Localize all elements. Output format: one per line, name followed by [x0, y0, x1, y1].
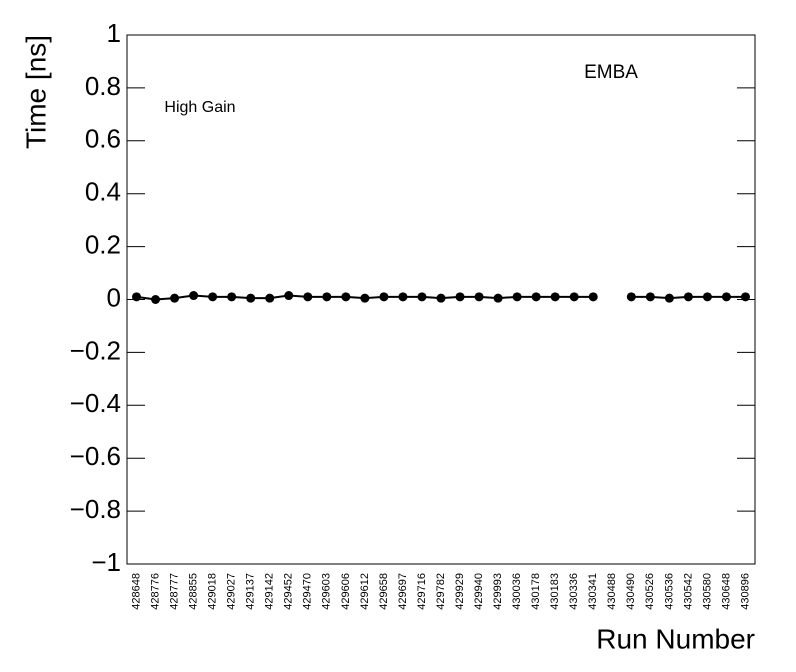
- y-tick-label: 0.4: [85, 177, 121, 207]
- data-point: [322, 292, 332, 302]
- y-axis-label: Time [ns]: [20, 35, 51, 149]
- x-tick-label: 429716: [416, 573, 428, 610]
- y-tick-label: −0.2: [70, 335, 121, 365]
- x-tick-label: 428855: [188, 573, 200, 610]
- data-point: [227, 292, 237, 302]
- x-tick-label: 430336: [568, 573, 580, 610]
- data-point: [265, 293, 275, 303]
- x-tick-label: 429606: [340, 573, 352, 610]
- x-tick-label: 430580: [701, 573, 713, 610]
- x-tick-label: 430896: [739, 573, 751, 610]
- y-tick-label: −0.4: [70, 388, 121, 418]
- data-point: [341, 292, 351, 302]
- x-tick-label: 428777: [168, 573, 180, 610]
- x-tick-label: 429452: [283, 573, 295, 610]
- data-point: [455, 292, 465, 302]
- x-tick-label: 429603: [321, 573, 333, 610]
- x-tick-label: 430178: [530, 573, 542, 610]
- x-tick-label: 429027: [226, 573, 238, 610]
- x-tick-label: 430488: [606, 573, 618, 610]
- y-tick-label: 0.8: [85, 71, 121, 101]
- data-point: [626, 292, 636, 302]
- x-tick-label: 430036: [511, 573, 523, 610]
- data-point: [379, 292, 389, 302]
- data-point: [208, 292, 218, 302]
- data-point: [303, 292, 313, 302]
- y-tick-label: 0: [107, 282, 121, 312]
- x-tick-label: 429782: [435, 573, 447, 610]
- data-point: [664, 293, 674, 303]
- data-point: [417, 292, 427, 302]
- x-tick-label: 429940: [473, 573, 485, 610]
- data-point: [645, 292, 655, 302]
- data-point: [588, 292, 598, 302]
- data-point: [702, 292, 712, 302]
- y-tick-label: 0.6: [85, 124, 121, 154]
- data-point: [284, 291, 294, 301]
- data-point: [246, 293, 256, 303]
- annotation: EMBA: [584, 62, 638, 83]
- x-tick-label: 429137: [245, 573, 257, 610]
- data-point: [189, 291, 199, 301]
- data-point: [436, 293, 446, 303]
- y-tick-label: −1: [91, 547, 121, 577]
- data-point: [531, 292, 541, 302]
- x-tick-label: 428648: [130, 573, 142, 610]
- x-tick-label: 429018: [207, 573, 219, 610]
- x-axis-label: Run Number: [596, 623, 755, 654]
- x-tick-label: 430526: [644, 573, 656, 610]
- x-tick-label: 429697: [397, 573, 409, 610]
- x-tick-label: 428776: [149, 573, 161, 610]
- data-point: [550, 292, 560, 302]
- data-point: [360, 293, 370, 303]
- y-tick-label: 1: [107, 18, 121, 48]
- x-tick-label: 429470: [302, 573, 314, 610]
- data-point: [683, 292, 693, 302]
- data-point: [740, 292, 750, 302]
- data-point: [398, 292, 408, 302]
- data-point: [132, 292, 142, 302]
- x-tick-label: 429612: [359, 573, 371, 610]
- x-tick-label: 430183: [549, 573, 561, 610]
- y-tick-label: −0.6: [70, 441, 121, 471]
- x-tick-label: 429929: [454, 573, 466, 610]
- y-tick-label: 0.2: [85, 229, 121, 259]
- x-tick-label: 430542: [682, 573, 694, 610]
- x-tick-label: 430490: [625, 573, 637, 610]
- data-point: [170, 293, 180, 303]
- data-point: [512, 292, 522, 302]
- x-tick-label: 429658: [378, 573, 390, 610]
- x-tick-label: 430648: [720, 573, 732, 610]
- data-point: [721, 292, 731, 302]
- data-point: [151, 295, 161, 304]
- data-point: [569, 292, 579, 302]
- x-tick-label: 430341: [587, 573, 599, 610]
- data-point: [474, 292, 484, 302]
- x-tick-label: 429142: [264, 573, 276, 610]
- data-point: [493, 293, 503, 303]
- x-tick-label: 430536: [663, 573, 675, 610]
- x-tick-label: 429993: [492, 573, 504, 610]
- y-tick-label: −0.8: [70, 494, 121, 524]
- annotation: High Gain: [164, 99, 235, 116]
